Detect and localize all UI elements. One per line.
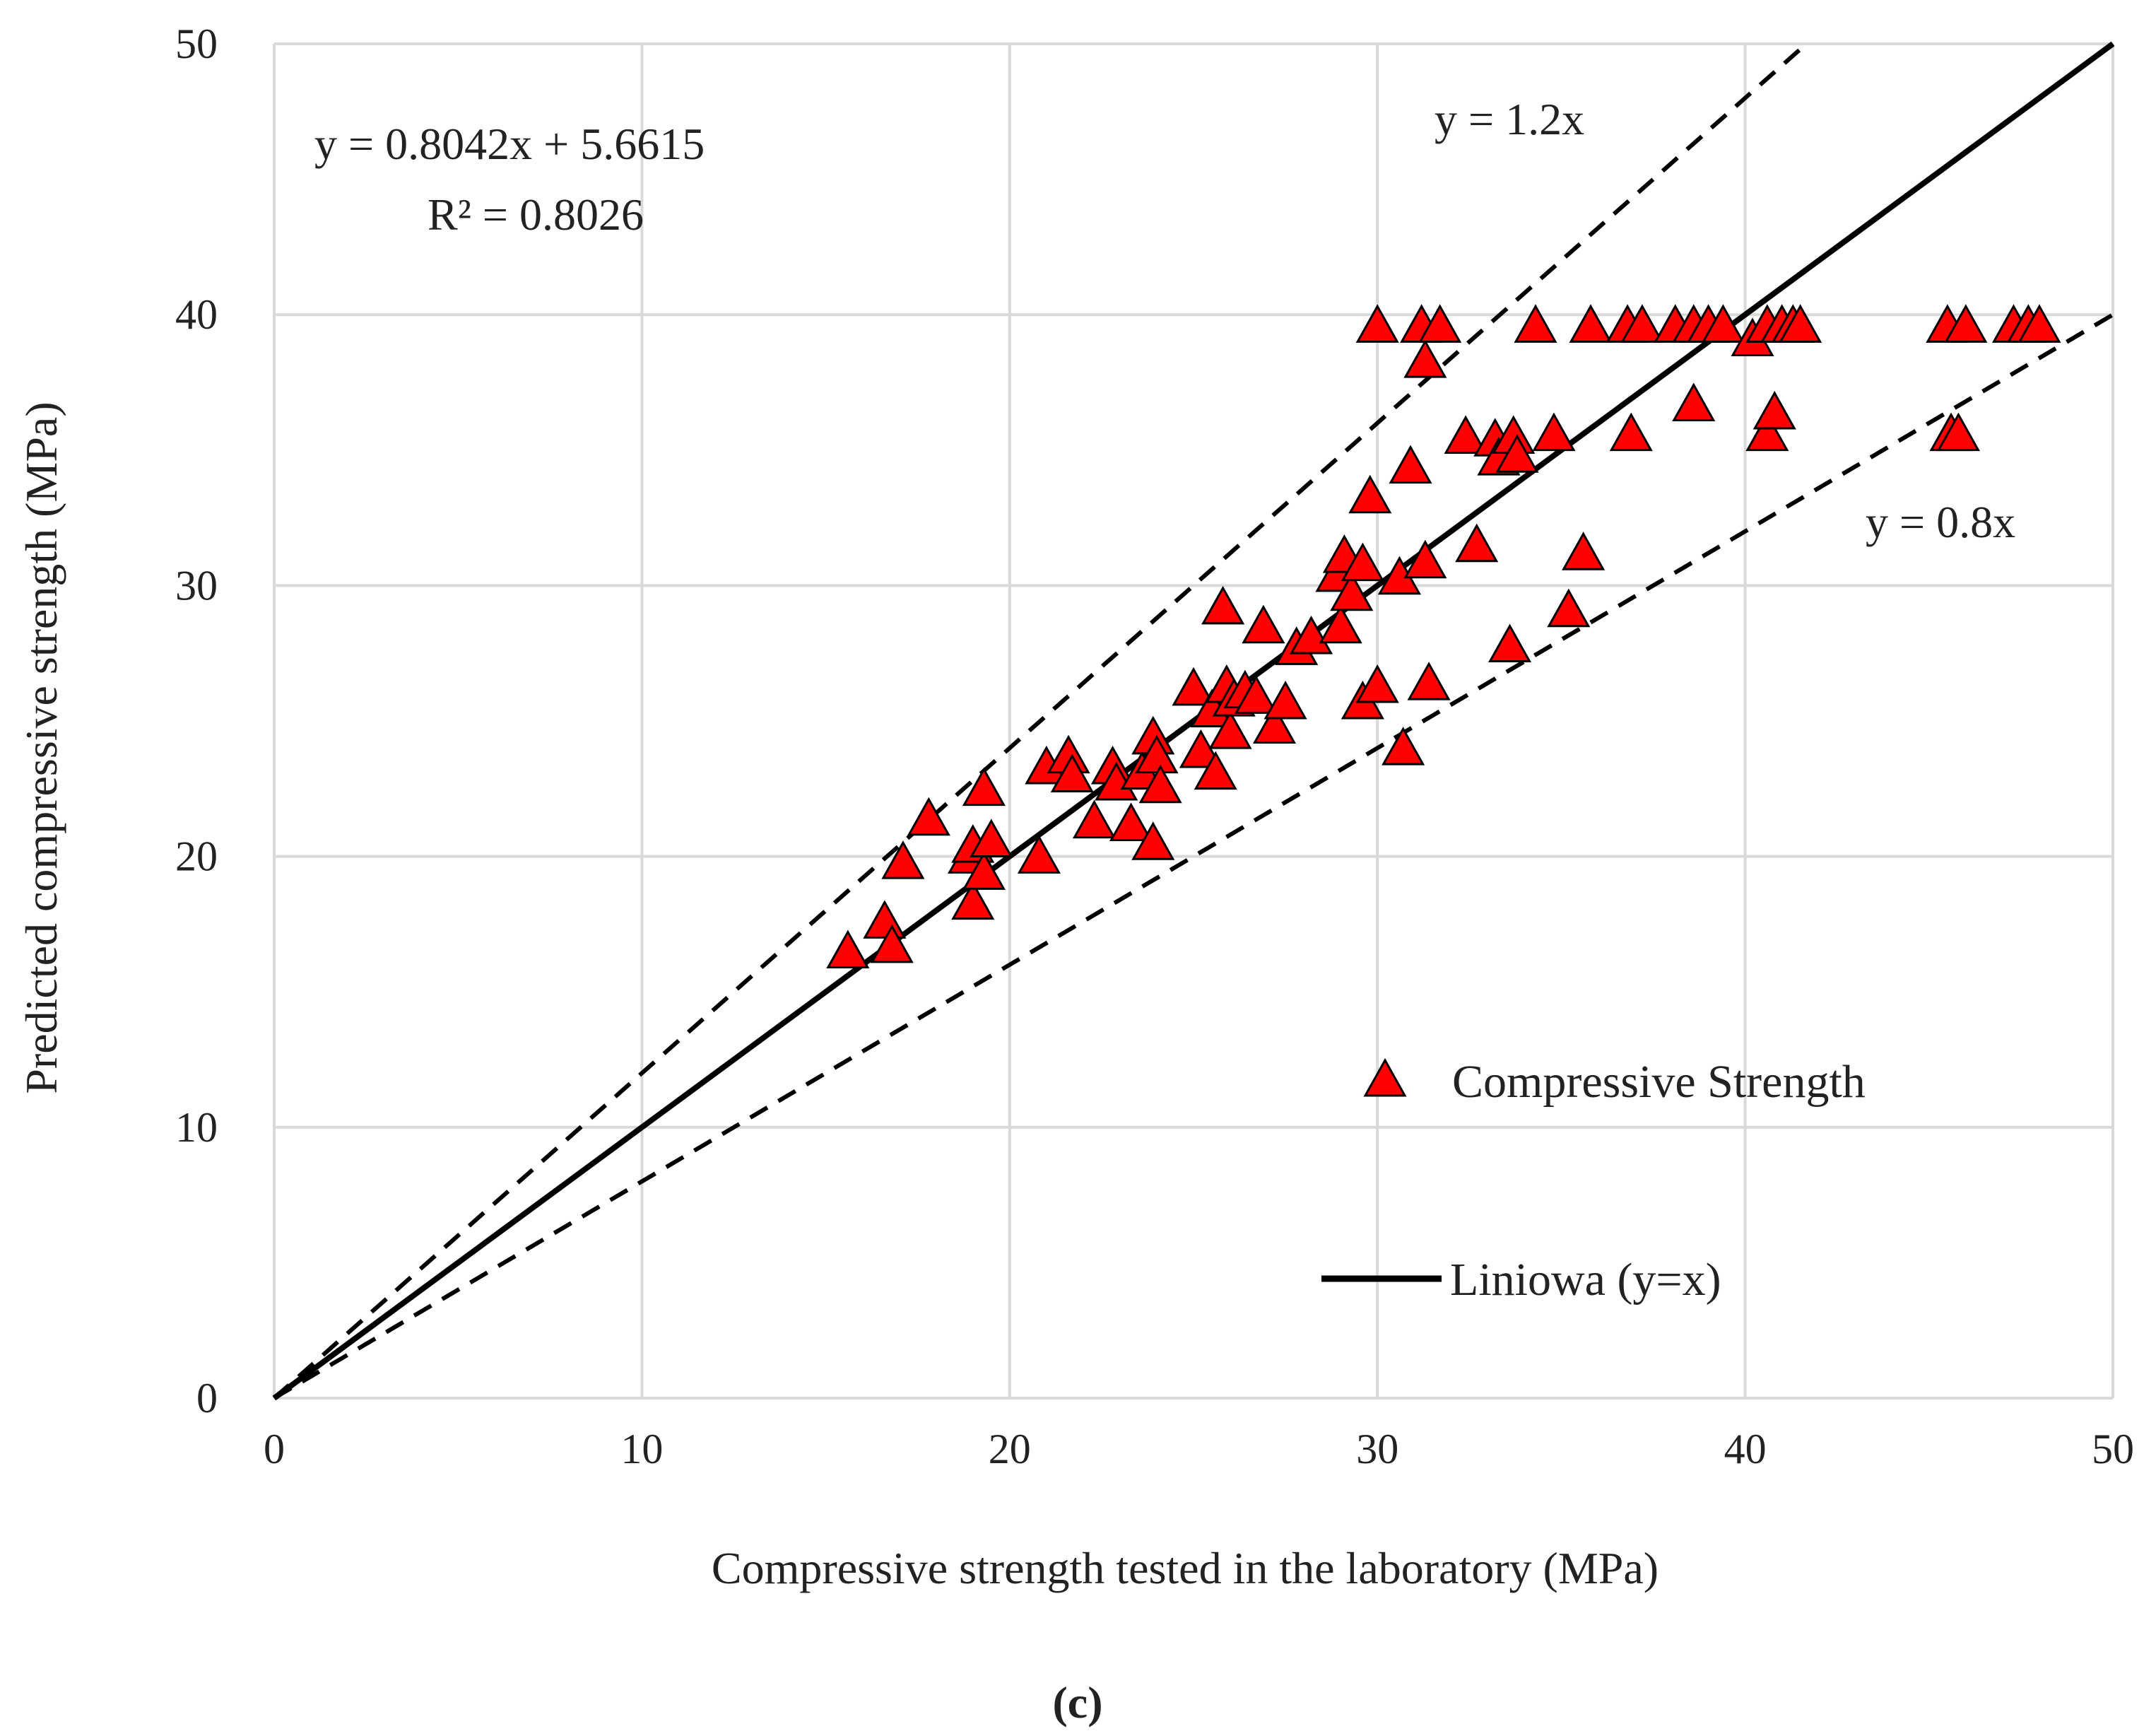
data-point: [1701, 304, 1745, 343]
data-point: [1418, 304, 1462, 343]
data-point: [1252, 705, 1297, 744]
data-point: [1201, 585, 1245, 625]
data-point: [1403, 539, 1447, 579]
x-tick-label: 0: [264, 1426, 285, 1472]
legend-line-label: Liniowa (y=x): [1450, 1254, 1721, 1306]
y-tick-label: 30: [175, 562, 218, 609]
data-point: [1138, 764, 1182, 804]
data-point: [1389, 445, 1432, 484]
data-point: [1620, 304, 1664, 343]
lower-line-label: y = 0.8x: [1866, 497, 2015, 547]
y-tick-label: 40: [175, 291, 218, 338]
data-point: [1407, 662, 1451, 700]
r-squared-label: R² = 0.8026: [428, 189, 644, 240]
data-point: [1569, 304, 1613, 343]
data-point: [951, 881, 995, 920]
legend-triangle-marker: [1363, 1057, 1407, 1097]
x-axis-label: Compressive strength tested in the labor…: [712, 1543, 1659, 1593]
data-point: [1779, 304, 1822, 343]
data-point: [1194, 751, 1237, 790]
y-tick-label: 10: [175, 1104, 218, 1151]
data-point: [1455, 523, 1499, 563]
reference-lines: [272, 41, 2115, 1401]
data-point: [2017, 304, 2061, 343]
data-point: [1514, 304, 1557, 343]
identity-line: [272, 41, 2115, 1401]
data-point: [1017, 835, 1061, 874]
x-tick-label: 50: [2092, 1426, 2134, 1472]
data-point: [1263, 680, 1307, 720]
data-point: [1355, 664, 1399, 703]
x-tick-label: 10: [620, 1426, 663, 1472]
legend: Compressive Strength Liniowa (y=x): [1321, 1056, 1866, 1306]
x-tick-label: 20: [989, 1426, 1031, 1472]
y-tick-label: 20: [175, 833, 218, 880]
data-point: [962, 851, 1006, 890]
data-point: [1348, 474, 1392, 514]
data-point: [1289, 615, 1333, 655]
data-point: [863, 900, 907, 939]
figure-caption: (c): [1052, 1677, 1102, 1728]
data-point: [1382, 727, 1425, 766]
data-point: [1242, 604, 1285, 644]
data-point: [1444, 415, 1488, 454]
y-tick-label: 0: [196, 1375, 218, 1421]
data-point: [1072, 799, 1117, 839]
data-point: [881, 840, 925, 879]
data-point: [962, 767, 1006, 807]
x-tick-label: 40: [1724, 1426, 1767, 1472]
data-point: [1172, 667, 1215, 706]
data-point: [907, 797, 950, 836]
regression-equation: y = 0.8042x + 5.6615: [314, 119, 705, 169]
data-point: [826, 929, 870, 969]
data-point: [1179, 729, 1223, 768]
data-point: [1355, 304, 1399, 343]
data-point: [1341, 542, 1384, 582]
data-point: [1050, 753, 1094, 792]
data-point: [1234, 675, 1278, 714]
y-axis-label: Predicted compressive strength (MPa): [16, 401, 66, 1093]
legend-series-label: Compressive Strength: [1452, 1056, 1866, 1108]
data-point: [1131, 821, 1175, 860]
data-point: [1495, 434, 1539, 473]
data-point: [1109, 802, 1153, 841]
data-point: [1745, 412, 1789, 452]
data-point: [1208, 710, 1252, 749]
data-point: [1753, 390, 1796, 430]
data-point: [1330, 572, 1374, 611]
data-point: [970, 819, 1013, 857]
grid: [273, 42, 2114, 1400]
reference-line-slope-1-2: [273, 42, 1808, 1400]
tick-labels: 0 10 20 30 40 50 0 10 20 30 40 50: [175, 20, 2134, 1472]
y-tick-label: 50: [175, 20, 218, 67]
data-point: [1319, 604, 1362, 644]
data-point: [870, 924, 914, 963]
data-point: [1403, 339, 1447, 378]
x-tick-label: 30: [1356, 1426, 1398, 1472]
data-point: [1944, 304, 1988, 343]
upper-line-label: y = 1.2x: [1435, 94, 1584, 144]
data-points: [826, 304, 2061, 969]
data-point: [1562, 532, 1606, 570]
data-point: [1488, 623, 1532, 663]
data-point: [1532, 412, 1576, 452]
data-point: [1547, 588, 1591, 628]
data-point: [1609, 412, 1653, 452]
data-point: [1672, 382, 1716, 421]
data-point: [1936, 412, 1980, 452]
